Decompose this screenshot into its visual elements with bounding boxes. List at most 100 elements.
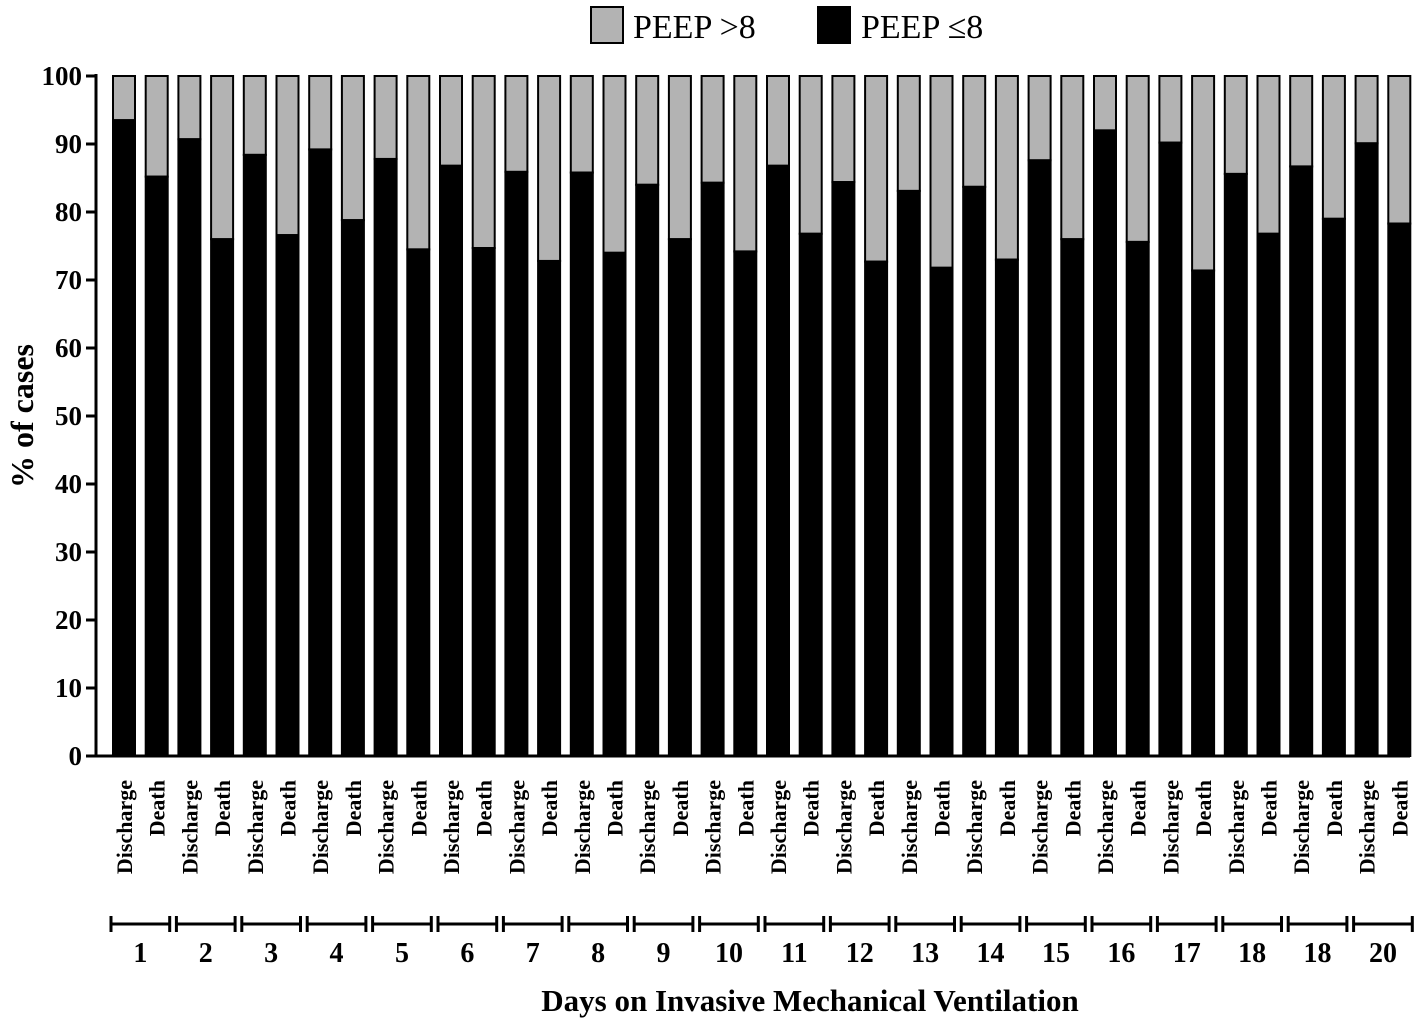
legend-swatch-peep-le8 <box>817 6 851 44</box>
legend-label-peep-gt8: PEEP >8 <box>633 9 756 46</box>
bar-segment-peep-le8 <box>1387 222 1412 757</box>
bar-segment-peep-gt8 <box>1027 75 1052 162</box>
bar-segment-peep-gt8 <box>1191 75 1216 272</box>
bar-label: Death <box>276 780 301 836</box>
bar-label: Discharge <box>308 780 333 874</box>
group-label: 8 <box>591 938 605 969</box>
bar-segment-peep-le8 <box>340 219 365 758</box>
bar-label: Discharge <box>635 780 660 874</box>
bar-segment-peep-le8 <box>896 189 921 758</box>
bar-segment-peep-gt8 <box>1093 75 1117 132</box>
bar-label: Discharge <box>439 780 464 874</box>
bar-segment-peep-le8 <box>831 181 856 757</box>
bar-segment-peep-le8 <box>1191 269 1216 757</box>
group-label: 18 <box>1304 938 1332 969</box>
bar-label: Discharge <box>831 780 856 874</box>
bar-label: Death <box>406 780 431 836</box>
bar-segment-peep-le8 <box>537 259 562 757</box>
group-label: 3 <box>264 938 278 969</box>
bar-label: Discharge <box>177 780 202 874</box>
bar-label: Discharge <box>701 780 726 874</box>
bar-label: Discharge <box>1224 780 1249 874</box>
bar-segment-peep-gt8 <box>308 75 333 151</box>
bar-segment-peep-le8 <box>406 248 431 757</box>
bar-label: Discharge <box>570 780 595 874</box>
group-label: 16 <box>1107 938 1135 969</box>
bar-label: Death <box>1387 780 1412 836</box>
group-label: 14 <box>977 938 1005 969</box>
bar-segment-peep-le8 <box>1093 129 1117 757</box>
bar-label: Death <box>341 780 366 836</box>
bar-segment-peep-gt8 <box>1387 75 1412 225</box>
x-axis-label: Days on Invasive Mechanical Ventilation <box>541 983 1078 1018</box>
bar-segment-peep-le8 <box>1060 238 1085 757</box>
bar-segment-peep-le8 <box>1354 142 1379 757</box>
bar-segment-peep-le8 <box>994 258 1019 757</box>
bar-segment-peep-le8 <box>864 260 889 757</box>
legend-label-peep-le8: PEEP ≤8 <box>861 9 983 46</box>
group-label: 10 <box>715 938 743 969</box>
bar-segment-peep-gt8 <box>1223 75 1248 175</box>
group-label: 1 <box>133 938 147 969</box>
bar-label: Death <box>603 780 628 836</box>
bar-segment-peep-le8 <box>1289 165 1314 757</box>
bar-segment-peep-le8 <box>569 171 594 757</box>
y-axis-label: % of cases <box>4 344 40 488</box>
group-label: 6 <box>460 938 474 969</box>
group-label: 7 <box>526 938 540 969</box>
bar-label: Death <box>1060 780 1085 836</box>
bar-segment-peep-gt8 <box>1321 75 1346 220</box>
bar-segment-peep-le8 <box>667 238 692 757</box>
bar-segment-peep-le8 <box>962 185 987 757</box>
bar-segment-peep-gt8 <box>1289 75 1314 168</box>
bar-segment-peep-gt8 <box>667 75 692 241</box>
bar-segment-peep-le8 <box>177 138 202 758</box>
bar-segment-peep-le8 <box>112 119 136 757</box>
bar-segment-peep-gt8 <box>569 75 594 174</box>
bar-label: Discharge <box>1093 780 1118 874</box>
bar-label: Death <box>1126 780 1151 836</box>
bar-segment-peep-gt8 <box>504 75 529 173</box>
bar-label: Discharge <box>962 780 987 874</box>
bar-segment-peep-le8 <box>471 247 496 757</box>
bar-label: Death <box>145 780 170 836</box>
bar-label: Discharge <box>1158 780 1183 874</box>
bar-segment-peep-gt8 <box>766 75 790 167</box>
bar-label: Discharge <box>374 780 399 874</box>
bar-segment-peep-le8 <box>504 170 529 757</box>
legend-swatch-peep-gt8 <box>590 6 624 44</box>
group-label: 4 <box>330 938 344 969</box>
bar-segment-peep-gt8 <box>112 75 136 122</box>
bar-segment-peep-le8 <box>1027 159 1052 757</box>
y-tick-label: 60 <box>55 333 82 363</box>
bar-label: Death <box>1191 780 1216 836</box>
bar-label: Death <box>1322 780 1347 836</box>
bar-segment-peep-gt8 <box>1125 75 1150 243</box>
bar-segment-peep-gt8 <box>177 75 202 141</box>
bar-segment-peep-gt8 <box>1158 75 1183 144</box>
bar-label: Discharge <box>1289 780 1314 874</box>
bar-segment-peep-le8 <box>1223 172 1248 758</box>
bar-segment-peep-le8 <box>210 238 235 757</box>
bar-label: Death <box>733 780 758 836</box>
bar-label: Death <box>864 780 889 836</box>
bar-segment-peep-gt8 <box>929 75 954 269</box>
bars <box>112 75 1412 758</box>
y-tick-label: 30 <box>55 537 82 567</box>
bar-label: Death <box>1257 780 1282 836</box>
bar-segment-peep-gt8 <box>471 75 496 250</box>
bar-label: Death <box>210 780 235 836</box>
bar-segment-peep-gt8 <box>406 75 431 251</box>
bar-label: Discharge <box>1355 780 1380 874</box>
bar-segment-peep-gt8 <box>831 75 856 184</box>
bar-segment-peep-le8 <box>700 181 725 757</box>
bar-segment-peep-le8 <box>635 183 660 758</box>
y-tick-label: 40 <box>55 469 82 499</box>
bar-segment-peep-le8 <box>766 164 790 757</box>
bar-segment-peep-le8 <box>1125 240 1150 758</box>
y-tick-label: 80 <box>55 197 82 227</box>
bar-segment-peep-gt8 <box>798 75 823 235</box>
group-label: 13 <box>911 938 939 969</box>
y-tick-label: 0 <box>69 741 83 771</box>
